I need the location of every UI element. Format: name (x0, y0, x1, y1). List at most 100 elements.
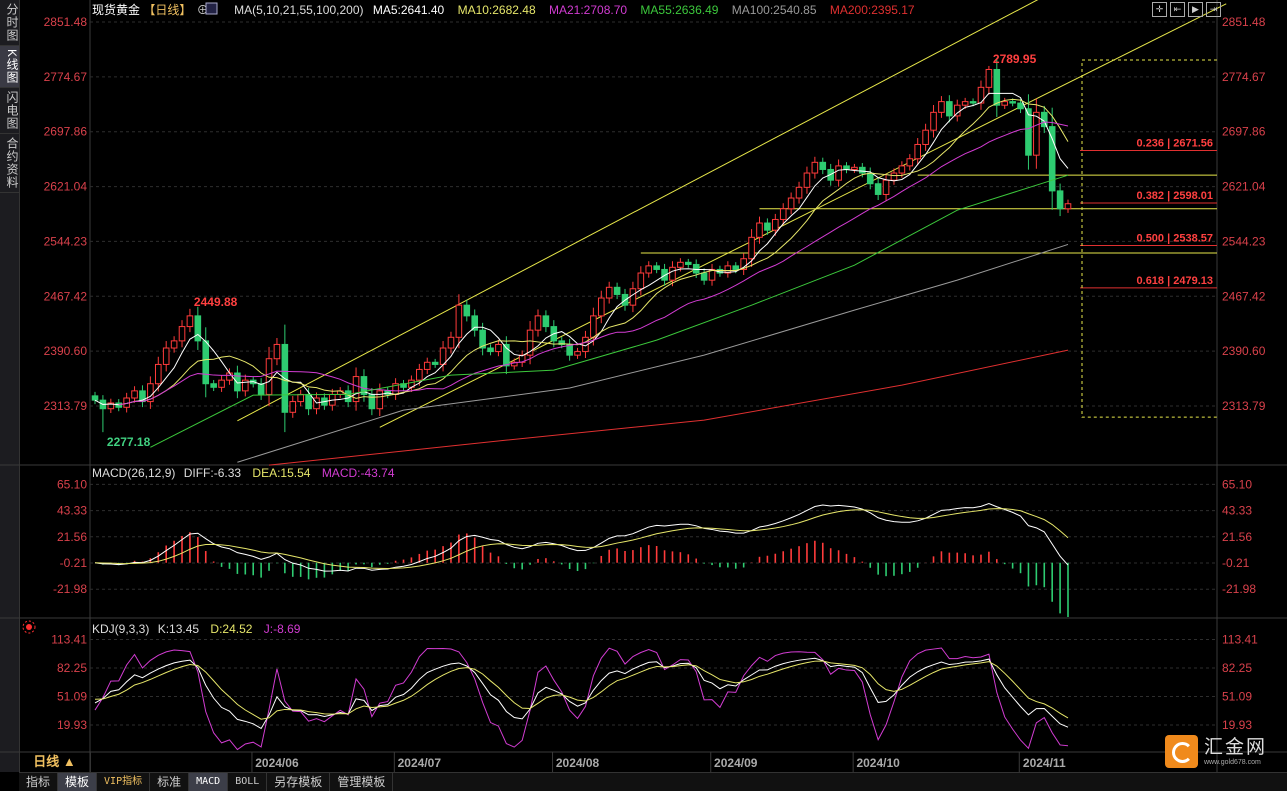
candle (1025, 94, 1032, 170)
candle (843, 162, 850, 174)
candle-body (961, 101, 969, 106)
candle (993, 57, 1001, 117)
candle (408, 375, 415, 392)
candle (558, 337, 566, 349)
tab-template[interactable]: 模板 (58, 773, 98, 791)
candle (400, 379, 407, 392)
candle (423, 357, 431, 375)
fib-retracement-box (1081, 59, 1217, 418)
y-tick-label-left: 2390.60 (44, 344, 88, 358)
x-tick-label: 2024/10 (856, 756, 900, 770)
candle (890, 168, 898, 185)
candle-body (866, 172, 874, 185)
macd-tick-right: -0.21 (1222, 556, 1250, 570)
ma10-value: MA10:2682.48 (458, 3, 536, 17)
candle-body (874, 183, 882, 195)
tab-macd[interactable]: MACD (189, 773, 229, 791)
candle (162, 341, 170, 372)
candle-body (787, 197, 795, 210)
candle (851, 163, 858, 173)
candle-body (605, 286, 613, 299)
candle (566, 338, 573, 361)
candle-body (985, 68, 993, 88)
y-tick-label-right: 2697.86 (1222, 125, 1266, 139)
tab-boll[interactable]: BOLL (228, 773, 268, 791)
candle-body (946, 101, 953, 117)
crosshair-icon[interactable]: ✛ (1152, 2, 1167, 17)
candle-body (1025, 108, 1032, 156)
candle (637, 266, 645, 296)
period-selector[interactable]: 日线 ▲ (19, 752, 91, 772)
macd-tick-left: 21.56 (57, 530, 87, 544)
play-icon[interactable]: ▶ (1188, 2, 1203, 17)
exit-icon[interactable]: ⇥ (1206, 2, 1221, 17)
extreme-price-label: 2789.95 (993, 52, 1037, 66)
tab-vip-indicators[interactable]: VIP指标 (97, 773, 151, 791)
candle-body (360, 376, 368, 395)
candle-body (613, 286, 621, 295)
kdj-tick-left: 51.09 (57, 690, 87, 704)
zoom-in-icon[interactable]: ⇤ (1170, 2, 1185, 17)
tab-contract-info[interactable]: 合约资料 (0, 134, 19, 194)
kdj-j-line (94, 647, 1069, 751)
candle (597, 290, 605, 324)
candle (518, 350, 526, 367)
candle (503, 336, 510, 375)
candle-body (463, 304, 471, 317)
candle-body (376, 390, 384, 410)
candle-body (803, 172, 811, 188)
candle-body (479, 329, 486, 349)
candle (605, 281, 613, 304)
ma-label: MA(5,10,21,55,100,200) (234, 3, 363, 17)
tab-indicators[interactable]: 指标 (19, 773, 59, 791)
extreme-price-label: 2277.18 (107, 435, 151, 449)
candle-body (431, 361, 439, 365)
fib-level-label: 0.236 | 2671.56 (1137, 137, 1213, 149)
candle-body (234, 372, 241, 392)
candle-body (590, 315, 597, 338)
tab-manage-templates[interactable]: 管理模板 (330, 773, 394, 791)
y-tick-label-left: 2467.42 (44, 289, 88, 303)
candle (289, 396, 297, 418)
candle-body (835, 165, 842, 181)
kdj-tick-left: 82.25 (57, 661, 87, 675)
ma21-value: MA21:2708.70 (549, 3, 627, 17)
candle-body (637, 272, 645, 290)
kdj-settings-icon[interactable] (22, 620, 36, 634)
candle-body (795, 186, 803, 199)
candle (99, 395, 107, 433)
ma5-value: MA5:2641.40 (373, 3, 445, 17)
candle-body (178, 326, 186, 342)
y-tick-label-left: 2851.48 (44, 15, 88, 29)
candle-body (91, 395, 99, 401)
candle-body (969, 101, 977, 104)
candle-body (1001, 101, 1009, 106)
candle (613, 282, 621, 300)
x-tick-label: 2024/11 (1023, 756, 1066, 770)
x-tick-label: 2024/06 (255, 756, 299, 770)
tab-save-template[interactable]: 另存模板 (267, 773, 331, 791)
candle (977, 80, 985, 110)
y-tick-label-left: 2697.86 (44, 125, 88, 139)
tab-flash[interactable]: 闪电图 (0, 88, 19, 135)
macd-tick-left: 43.33 (57, 504, 87, 518)
tab-timeshare[interactable]: 分时图 (0, 0, 19, 46)
macd-tick-right: 43.33 (1222, 504, 1252, 518)
candle (131, 386, 138, 403)
candle (724, 261, 732, 278)
candle (257, 378, 265, 400)
ma200-line (268, 349, 1069, 466)
tab-kline[interactable]: K线图 (0, 46, 19, 89)
candle-body (669, 266, 676, 281)
tab-standard[interactable]: 标准 (150, 773, 190, 791)
candle (653, 262, 660, 274)
candle-body (202, 340, 210, 385)
indicator-chart-icon[interactable] (205, 2, 218, 15)
candle-body (653, 265, 660, 270)
fib-level-label: 0.500 | 2538.57 (1137, 232, 1213, 244)
candle (1064, 199, 1072, 213)
macd-tick-right: -21.98 (1222, 582, 1256, 596)
candle (265, 346, 273, 407)
candle (882, 173, 890, 201)
